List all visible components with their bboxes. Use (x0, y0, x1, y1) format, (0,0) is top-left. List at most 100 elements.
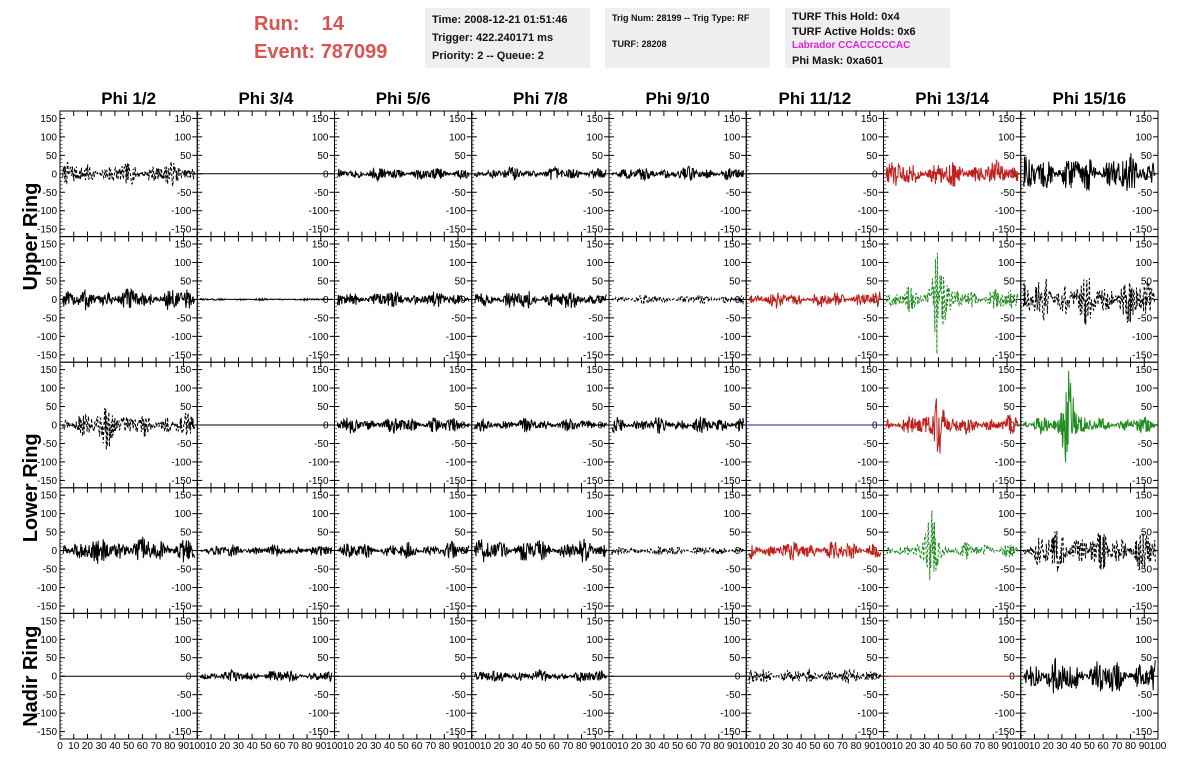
y-tick-label: 50 (1141, 653, 1153, 664)
y-tick-label: 100 (724, 384, 741, 395)
waveform-trace (611, 416, 744, 434)
y-tick-label: 50 (1004, 528, 1016, 539)
waveform-trace (62, 288, 195, 311)
y-tick-label: 50 (317, 151, 329, 162)
y-tick-label: 100 (724, 132, 741, 143)
y-tick-label: -150 (720, 225, 740, 236)
run-label: Run: (254, 13, 300, 35)
y-tick-label: -100 (1132, 206, 1152, 217)
y-tick-label: 50 (592, 151, 604, 162)
y-tick-label: 100 (998, 258, 1015, 269)
x-tick-label: 100 (601, 741, 618, 752)
y-tick-label: 0 (323, 672, 329, 683)
y-tick-label: -150 (583, 350, 603, 361)
y-tick-label: 150 (861, 365, 878, 376)
y-tick-label: -50 (1000, 313, 1015, 324)
y-tick-label: 150 (449, 491, 466, 502)
y-tick-label: 100 (175, 132, 192, 143)
y-tick-label: 0 (872, 421, 878, 432)
x-tick-label: 60 (274, 741, 286, 752)
waveform-trace (474, 668, 607, 682)
y-tick-label: 100 (998, 132, 1015, 143)
x-tick-label: 30 (507, 741, 519, 752)
y-tick-label: 100 (175, 258, 192, 269)
panel-frame (334, 361, 473, 489)
event-value: 787099 (320, 41, 388, 63)
y-tick-label: -100 (171, 332, 191, 343)
timing-info-box: Time: 2008-12-21 01:51:46 Trigger: 422.2… (425, 8, 590, 68)
y-tick-label: 100 (312, 132, 329, 143)
x-tick-label: 30 (782, 741, 794, 752)
y-tick-label: 100 (586, 509, 603, 520)
y-tick-label: -150 (720, 350, 740, 361)
y-tick-label: 150 (998, 239, 1015, 250)
y-tick-label: 100 (586, 635, 603, 646)
x-tick-label: 100 (189, 741, 206, 752)
y-tick-label: 100 (724, 635, 741, 646)
waveform-trace (1023, 370, 1156, 463)
x-tick-label: 40 (109, 741, 121, 752)
y-tick-label: -100 (308, 206, 328, 217)
y-tick-label: 0 (51, 295, 57, 306)
y-tick-label: 150 (998, 616, 1015, 627)
x-tick-label: 70 (562, 741, 574, 752)
y-tick-label: -50 (863, 188, 878, 199)
y-tick-label: 50 (180, 402, 192, 413)
x-tick-label: 90 (315, 741, 327, 752)
phi-mask-text: Phi Mask: 0xa601 (792, 54, 884, 67)
x-tick-label: 20 (1043, 741, 1055, 752)
y-tick-label: 100 (998, 635, 1015, 646)
waveform-trace (885, 398, 1019, 454)
y-tick-label: -100 (995, 332, 1015, 343)
x-tick-label: 20 (905, 741, 917, 752)
y-tick-label: 100 (1135, 635, 1152, 646)
y-tick-label: -100 (995, 583, 1015, 594)
y-tick-label: 150 (40, 114, 57, 125)
y-tick-label: 0 (735, 672, 741, 683)
y-tick-label: -100 (308, 332, 328, 343)
y-tick-label: 0 (51, 421, 57, 432)
y-tick-label: -50 (589, 565, 604, 576)
y-tick-label: 100 (175, 635, 192, 646)
y-tick-label: -150 (308, 727, 328, 738)
y-tick-label: 50 (729, 151, 741, 162)
y-tick-label: 0 (51, 672, 57, 683)
y-tick-label: 50 (866, 151, 878, 162)
x-tick-label: 30 (919, 741, 931, 752)
y-tick-label: 100 (40, 132, 57, 143)
y-tick-label: -100 (720, 206, 740, 217)
run-event-box: Run: 14 Event: 787099 (254, 10, 387, 66)
y-tick-label: -50 (726, 690, 741, 701)
column-header: Phi 1/2 (101, 89, 156, 108)
y-tick-label: 100 (449, 132, 466, 143)
y-tick-label: -100 (995, 206, 1015, 217)
y-tick-label: -100 (1132, 332, 1152, 343)
y-tick-label: 0 (186, 672, 192, 683)
y-tick-label: 50 (1004, 151, 1016, 162)
y-tick-label: 150 (312, 616, 329, 627)
y-tick-label: -50 (589, 313, 604, 324)
column-header: Phi 13/14 (915, 89, 989, 108)
waveform-trace (62, 161, 195, 187)
x-tick-label: 40 (796, 741, 808, 752)
y-tick-label: -50 (314, 565, 329, 576)
waveform-trace (885, 252, 1019, 354)
y-tick-label: 150 (861, 239, 878, 250)
y-tick-label: -100 (37, 332, 57, 343)
y-tick-label: -100 (720, 709, 740, 720)
x-tick-label: 0 (57, 741, 63, 752)
column-header: Phi 11/12 (778, 89, 851, 108)
y-tick-label: 100 (175, 509, 192, 520)
y-tick-label: 150 (1135, 616, 1152, 627)
y-tick-label: 50 (46, 653, 58, 664)
y-tick-label: 50 (1004, 276, 1016, 287)
y-tick-label: -100 (308, 583, 328, 594)
y-tick-label: -150 (857, 602, 877, 613)
x-tick-label: 60 (137, 741, 149, 752)
x-tick-label: 60 (960, 741, 972, 752)
y-tick-label: -100 (857, 457, 877, 468)
y-tick-label: -150 (995, 350, 1015, 361)
y-tick-label: 50 (455, 653, 467, 664)
y-tick-label: -50 (43, 439, 58, 450)
